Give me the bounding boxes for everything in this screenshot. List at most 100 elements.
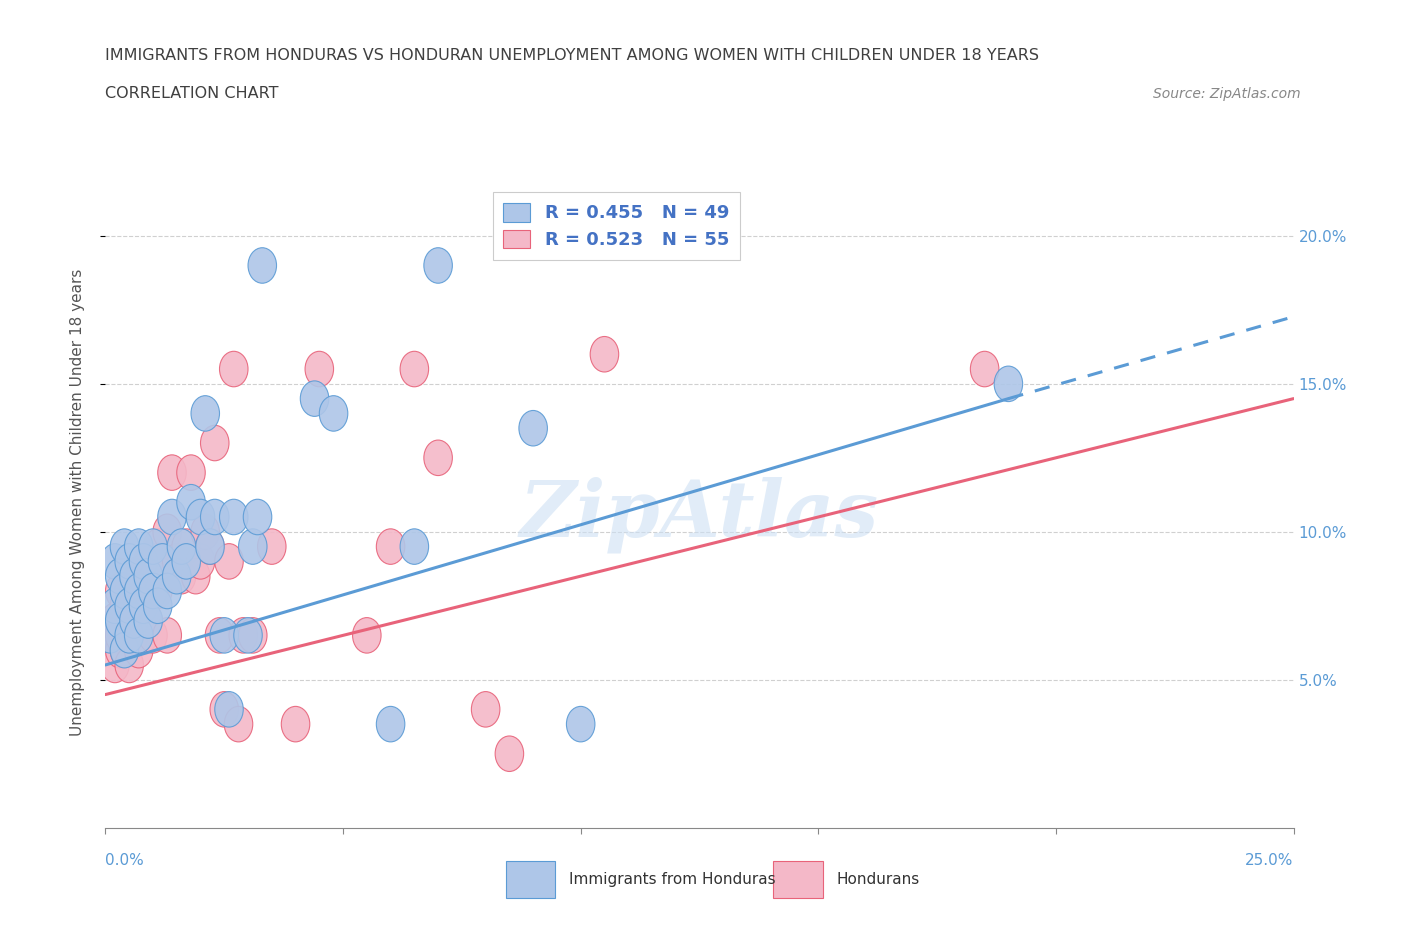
Ellipse shape	[970, 352, 998, 387]
Ellipse shape	[195, 529, 225, 565]
Ellipse shape	[125, 603, 153, 638]
Ellipse shape	[215, 544, 243, 579]
Ellipse shape	[471, 692, 501, 727]
Ellipse shape	[201, 425, 229, 460]
Ellipse shape	[519, 410, 547, 446]
Ellipse shape	[110, 529, 139, 565]
Ellipse shape	[219, 352, 247, 387]
Ellipse shape	[281, 707, 309, 742]
Ellipse shape	[139, 618, 167, 653]
Ellipse shape	[115, 588, 143, 623]
Ellipse shape	[423, 247, 453, 284]
Ellipse shape	[153, 618, 181, 653]
Ellipse shape	[125, 573, 153, 609]
Ellipse shape	[172, 544, 201, 579]
Ellipse shape	[319, 395, 347, 432]
Ellipse shape	[167, 558, 195, 594]
Ellipse shape	[219, 499, 247, 535]
Ellipse shape	[101, 603, 129, 638]
Text: 25.0%: 25.0%	[1246, 853, 1294, 868]
Text: Source: ZipAtlas.com: Source: ZipAtlas.com	[1153, 86, 1301, 100]
Ellipse shape	[105, 632, 134, 668]
Ellipse shape	[125, 558, 153, 594]
Ellipse shape	[233, 618, 263, 653]
Ellipse shape	[229, 618, 257, 653]
Ellipse shape	[215, 692, 243, 727]
Ellipse shape	[423, 440, 453, 475]
Ellipse shape	[96, 618, 125, 653]
Text: 0.0%: 0.0%	[105, 853, 145, 868]
Ellipse shape	[101, 647, 129, 683]
Ellipse shape	[125, 618, 153, 653]
Ellipse shape	[110, 573, 139, 609]
Y-axis label: Unemployment Among Women with Children Under 18 years: Unemployment Among Women with Children U…	[70, 269, 84, 736]
Text: IMMIGRANTS FROM HONDURAS VS HONDURAN UNEMPLOYMENT AMONG WOMEN WITH CHILDREN UNDE: IMMIGRANTS FROM HONDURAS VS HONDURAN UNE…	[105, 48, 1039, 63]
Ellipse shape	[134, 603, 163, 638]
Ellipse shape	[101, 588, 129, 623]
Ellipse shape	[305, 352, 333, 387]
Ellipse shape	[120, 618, 148, 653]
Ellipse shape	[225, 707, 253, 742]
Ellipse shape	[157, 499, 186, 535]
Ellipse shape	[401, 529, 429, 565]
Ellipse shape	[143, 573, 172, 609]
Ellipse shape	[110, 632, 139, 668]
Ellipse shape	[115, 647, 143, 683]
Ellipse shape	[105, 573, 134, 609]
Ellipse shape	[191, 514, 219, 550]
Ellipse shape	[181, 558, 209, 594]
Ellipse shape	[209, 692, 239, 727]
Ellipse shape	[115, 618, 143, 653]
Ellipse shape	[129, 558, 157, 594]
Ellipse shape	[143, 529, 172, 565]
Ellipse shape	[120, 558, 148, 594]
Legend: R = 0.455   N = 49, R = 0.523   N = 55: R = 0.455 N = 49, R = 0.523 N = 55	[492, 193, 740, 259]
Ellipse shape	[101, 544, 129, 579]
Ellipse shape	[110, 588, 139, 623]
Ellipse shape	[105, 618, 134, 653]
Text: ZipAtlas: ZipAtlas	[520, 477, 879, 553]
Ellipse shape	[120, 588, 148, 623]
Ellipse shape	[567, 707, 595, 742]
Ellipse shape	[125, 632, 153, 668]
Ellipse shape	[105, 558, 134, 594]
Ellipse shape	[163, 544, 191, 579]
Ellipse shape	[110, 632, 139, 668]
Ellipse shape	[134, 603, 163, 638]
Ellipse shape	[209, 618, 239, 653]
Ellipse shape	[301, 381, 329, 417]
Ellipse shape	[134, 544, 163, 579]
Ellipse shape	[172, 529, 201, 565]
Ellipse shape	[157, 455, 186, 490]
Ellipse shape	[495, 736, 523, 772]
Ellipse shape	[257, 529, 285, 565]
Ellipse shape	[247, 247, 277, 284]
FancyBboxPatch shape	[506, 861, 555, 898]
Ellipse shape	[129, 588, 157, 623]
Ellipse shape	[153, 514, 181, 550]
Ellipse shape	[177, 485, 205, 520]
Ellipse shape	[129, 544, 157, 579]
Ellipse shape	[125, 529, 153, 565]
Ellipse shape	[139, 544, 167, 579]
Ellipse shape	[139, 529, 167, 565]
Ellipse shape	[120, 603, 148, 638]
Ellipse shape	[115, 573, 143, 609]
FancyBboxPatch shape	[773, 861, 823, 898]
Ellipse shape	[195, 529, 225, 565]
Ellipse shape	[105, 603, 134, 638]
Ellipse shape	[243, 499, 271, 535]
Ellipse shape	[186, 499, 215, 535]
Ellipse shape	[96, 618, 125, 653]
Ellipse shape	[134, 558, 163, 594]
Text: Immigrants from Honduras: Immigrants from Honduras	[569, 872, 776, 887]
Ellipse shape	[401, 352, 429, 387]
Text: CORRELATION CHART: CORRELATION CHART	[105, 86, 278, 100]
Ellipse shape	[239, 618, 267, 653]
Ellipse shape	[163, 558, 191, 594]
Text: Hondurans: Hondurans	[837, 872, 920, 887]
Ellipse shape	[591, 337, 619, 372]
Ellipse shape	[186, 544, 215, 579]
Ellipse shape	[377, 707, 405, 742]
Ellipse shape	[115, 618, 143, 653]
